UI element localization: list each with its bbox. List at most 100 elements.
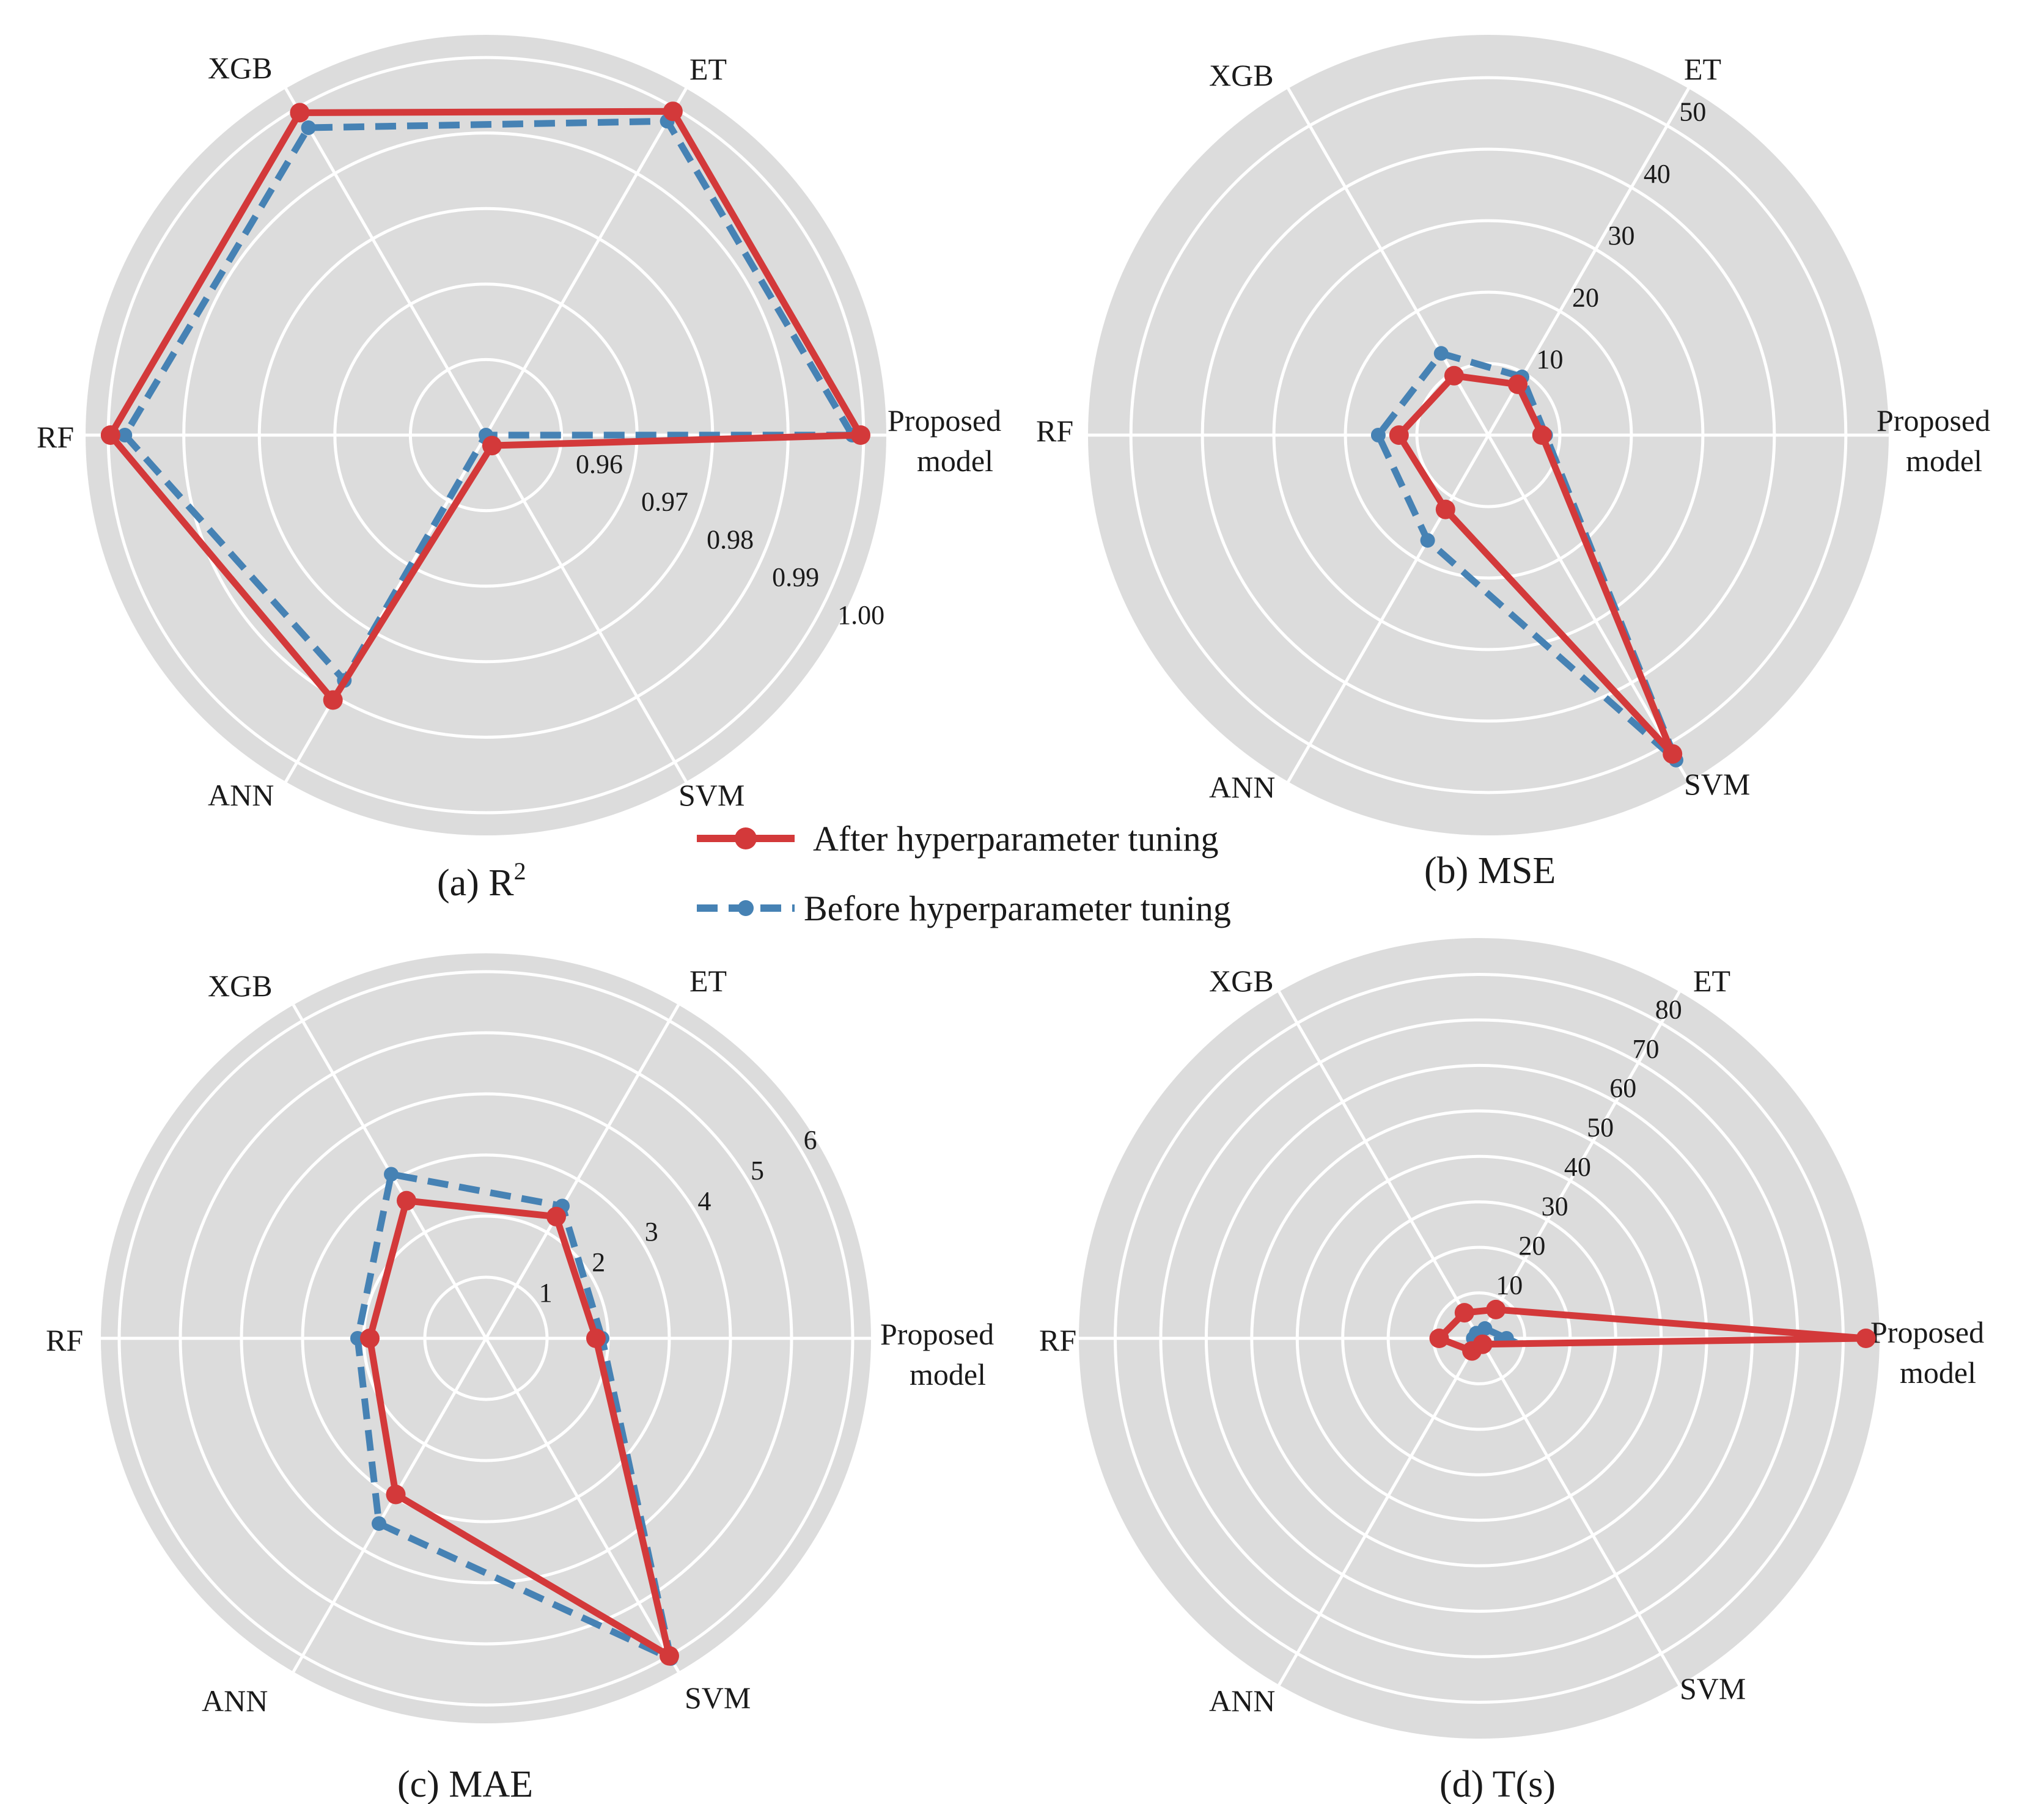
category-label-ann: ANN xyxy=(202,1684,268,1718)
tick-label: 2 xyxy=(592,1247,605,1277)
tick-label: 1 xyxy=(539,1278,553,1308)
point-before-ann xyxy=(1420,533,1435,548)
point-before-xgb xyxy=(301,120,316,135)
tick-label: 40 xyxy=(1644,159,1671,189)
category-label-rf: RF xyxy=(1039,1323,1076,1357)
point-after-svm xyxy=(1663,744,1683,764)
tick-label: 50 xyxy=(1679,97,1706,127)
point-after-xgb xyxy=(1444,365,1464,386)
point-before-rf xyxy=(1370,428,1386,442)
category-label-svm: SVM xyxy=(685,1681,751,1715)
tick-label: 70 xyxy=(1633,1034,1660,1064)
radar-spoke-xgb xyxy=(284,87,488,436)
category-label-et: ET xyxy=(689,52,727,86)
point-after-et xyxy=(546,1206,566,1226)
radar-spoke-ann xyxy=(1278,1337,1481,1686)
tick-label: 30 xyxy=(1542,1192,1568,1222)
radar-spoke-et xyxy=(1477,991,1681,1340)
point-before-xgb xyxy=(384,1167,399,1182)
point-after-xgb xyxy=(397,1190,416,1211)
point-after-rf xyxy=(100,425,120,445)
tick-label: 0.98 xyxy=(707,524,754,554)
tick-label: 80 xyxy=(1655,994,1682,1024)
point-after-et xyxy=(663,101,683,122)
category-label-et: ET xyxy=(1684,52,1721,86)
point-before-rf xyxy=(117,428,133,442)
point-after-ann xyxy=(1435,499,1455,519)
point-after-et xyxy=(1486,1299,1506,1319)
radar-spoke-svm xyxy=(484,434,688,783)
radar-spoke-svm xyxy=(1477,1337,1681,1686)
radar-spoke-svm xyxy=(484,1337,680,1673)
tick-label: 0.99 xyxy=(772,562,819,592)
tick-label: 4 xyxy=(697,1186,711,1216)
category-label-rf: RF xyxy=(37,420,74,454)
radar-spoke-xgb xyxy=(1278,991,1481,1340)
radar-spoke-svm xyxy=(1487,434,1690,783)
category-label-ann: ANN xyxy=(1209,1684,1275,1718)
tick-label: 10 xyxy=(1536,345,1563,375)
category-label-xgb: XGB xyxy=(1209,964,1274,998)
point-after-xgb xyxy=(1454,1303,1474,1323)
point-after-rf xyxy=(1389,425,1409,445)
category-label-proposed-model: Proposed model xyxy=(880,1317,994,1392)
panel-a-r2: 0.96 0.97 0.98 0.99 1.00 Proposed model ET XGB RF… xyxy=(37,35,1001,904)
legend-before-marker xyxy=(738,900,754,916)
tick-label: 30 xyxy=(1608,221,1634,251)
category-label-proposed-model: Proposed model xyxy=(1870,1315,1984,1390)
category-label-xgb: XGB xyxy=(208,969,273,1003)
panel-caption: (a) R2 xyxy=(437,857,526,904)
tick-label: 60 xyxy=(1609,1073,1636,1103)
panel-d-time: 10 20 30 40 50 60 70 80 Proposed model ET XGB RF ANN S… xyxy=(1039,938,1984,1804)
tick-label: 10 xyxy=(1496,1270,1523,1300)
category-label-rf: RF xyxy=(1036,414,1073,448)
point-after-proposed-model xyxy=(1856,1329,1876,1348)
point-after-ann xyxy=(323,690,343,710)
point-after-svm xyxy=(660,1646,679,1666)
radar-spoke-et xyxy=(484,1004,680,1340)
panel-caption: (b) MSE xyxy=(1424,850,1556,892)
panel-b-mse: 10 20 30 40 50 Proposed model ET XGB RF ANN SVM (b) … xyxy=(1036,35,1990,892)
tick-label: 0.96 xyxy=(576,449,623,479)
category-label-rf: RF xyxy=(46,1323,83,1357)
tick-label: 6 xyxy=(804,1125,817,1155)
radar-spoke-et xyxy=(484,87,688,436)
point-after-xgb xyxy=(290,103,310,123)
category-label-ann: ANN xyxy=(208,778,274,812)
point-after-et xyxy=(1508,374,1527,394)
tick-label: 50 xyxy=(1587,1113,1614,1143)
category-label-et: ET xyxy=(689,964,727,998)
tick-label: 20 xyxy=(1518,1231,1545,1261)
tick-label: 20 xyxy=(1572,282,1599,312)
point-after-rf xyxy=(360,1329,380,1348)
point-after-rf xyxy=(1429,1329,1449,1348)
category-label-svm: SVM xyxy=(1680,1671,1746,1706)
legend: After hyperparameter tuning Before hyper… xyxy=(697,819,1231,928)
point-after-svm xyxy=(1472,1334,1493,1354)
category-label-svm: SVM xyxy=(1684,767,1750,801)
tick-label: 3 xyxy=(645,1217,658,1247)
panel-caption: (c) MAE xyxy=(397,1764,533,1804)
category-label-proposed-model: Proposed model xyxy=(888,403,1001,478)
category-label-xgb: XGB xyxy=(208,51,273,85)
point-after-proposed-model xyxy=(851,425,870,445)
legend-after-label: After hyperparameter tuning xyxy=(813,819,1219,859)
category-label-svm: SVM xyxy=(678,778,744,812)
point-after-ann xyxy=(386,1484,406,1505)
tick-label: 40 xyxy=(1564,1152,1591,1182)
tick-label: 0.97 xyxy=(641,487,688,517)
category-label-ann: ANN xyxy=(1209,770,1275,804)
radar-spoke-ann xyxy=(292,1337,488,1673)
legend-before-label: Before hyperparameter tuning xyxy=(804,889,1231,928)
point-before-xgb xyxy=(1433,346,1449,361)
point-before-ann xyxy=(372,1516,386,1531)
category-label-xgb: XGB xyxy=(1209,58,1274,92)
radar-spoke-ann xyxy=(1287,434,1490,783)
panel-c-mae: 1 2 3 4 5 6 Proposed model ET XGB RF ANN SVM (c) MAE xyxy=(46,953,994,1804)
point-after-proposed-model xyxy=(586,1329,606,1348)
point-after-proposed-model xyxy=(1532,425,1552,445)
tick-label: 1.00 xyxy=(837,600,884,630)
category-label-et: ET xyxy=(1693,964,1730,998)
legend-after-marker xyxy=(735,827,757,849)
